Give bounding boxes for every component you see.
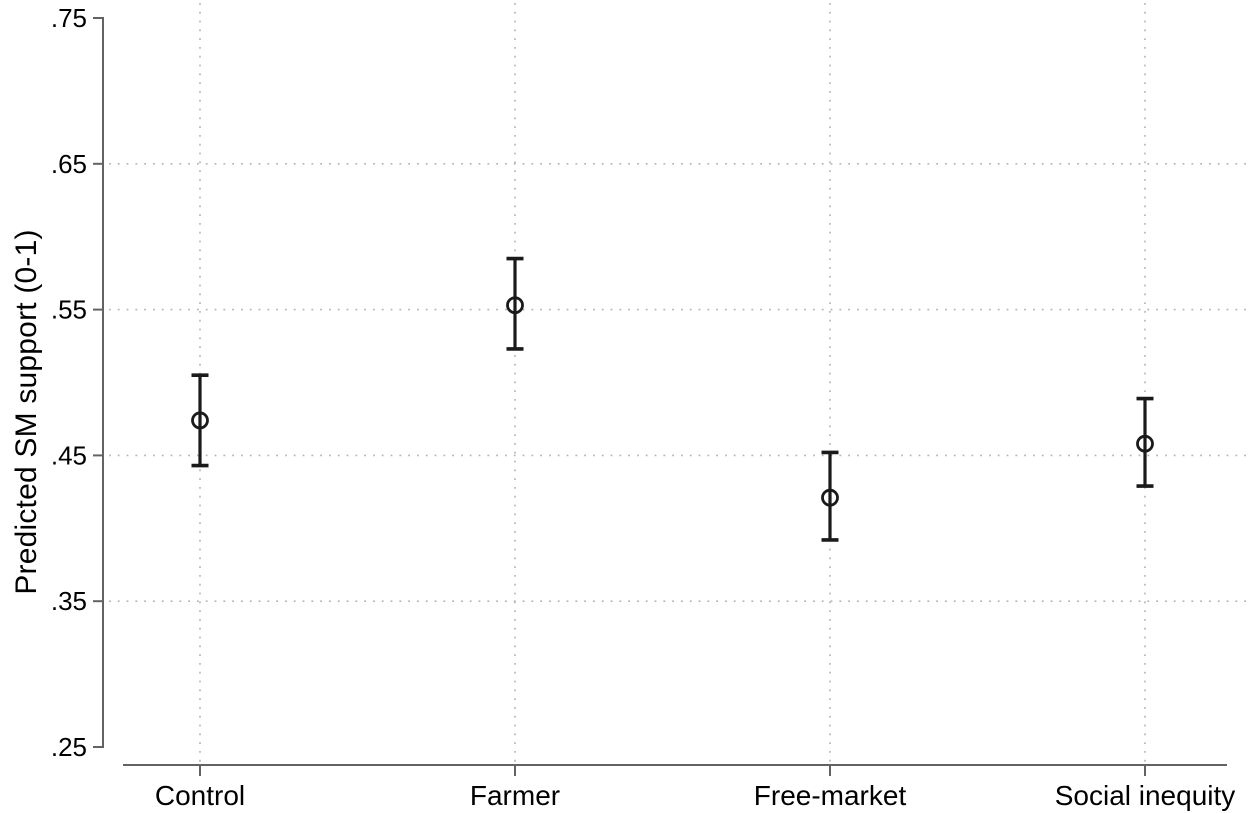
y-tick-label: .75	[51, 3, 87, 33]
point-estimate-marker	[1136, 434, 1154, 453]
point-estimate-marker	[506, 296, 524, 315]
x-tick-label: Farmer	[470, 780, 560, 811]
x-tick-label: Free-market	[754, 780, 907, 811]
y-tick-label: .35	[51, 586, 87, 616]
y-tick-label: .45	[51, 440, 87, 470]
y-axis-title: Predicted SM support (0-1)	[10, 229, 43, 595]
y-tick-label: .55	[51, 295, 87, 325]
point-estimate-marker	[191, 411, 209, 430]
point-estimate-marker	[821, 488, 839, 507]
y-tick-label: .25	[51, 732, 87, 762]
x-tick-label: Control	[155, 780, 245, 811]
y-tick-label: .65	[51, 149, 87, 179]
x-tick-label: Social inequity	[1055, 780, 1236, 811]
